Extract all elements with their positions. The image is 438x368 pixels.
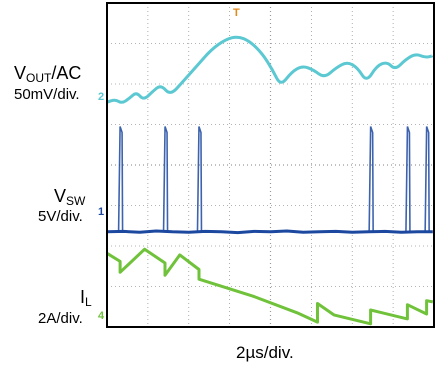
vout-channel-marker: 2 — [98, 91, 105, 103]
traces — [106, 35, 435, 326]
time-scale-label: 2µs/div. — [236, 343, 294, 362]
vsw-channel-marker: 1 — [98, 206, 105, 218]
vout-trace — [106, 35, 435, 104]
vsw-switching-spike — [405, 126, 411, 232]
il-trace — [106, 247, 434, 326]
il-channel-label: IL — [80, 287, 92, 309]
plot-frame — [106, 2, 435, 328]
vsw-switching-spike — [117, 126, 124, 232]
vout-channel-label: VOUT/AC — [14, 63, 82, 85]
vsw-switching-spike — [424, 126, 430, 232]
il-scale-label: 2A/div. — [38, 310, 83, 327]
vsw-scale-label: 5V/div. — [38, 208, 83, 225]
il-channel-marker: 4 — [98, 310, 105, 322]
vsw-switching-spike — [368, 126, 374, 232]
vsw-switching-spike — [162, 126, 169, 232]
vsw-trace — [106, 229, 433, 235]
vout-scale-label: 50mV/div. — [14, 86, 80, 103]
vsw-switching-spike — [196, 126, 203, 232]
grid — [107, 3, 434, 327]
vsw-channel-label: VSW — [54, 186, 86, 208]
trigger-marker: T — [233, 7, 240, 19]
